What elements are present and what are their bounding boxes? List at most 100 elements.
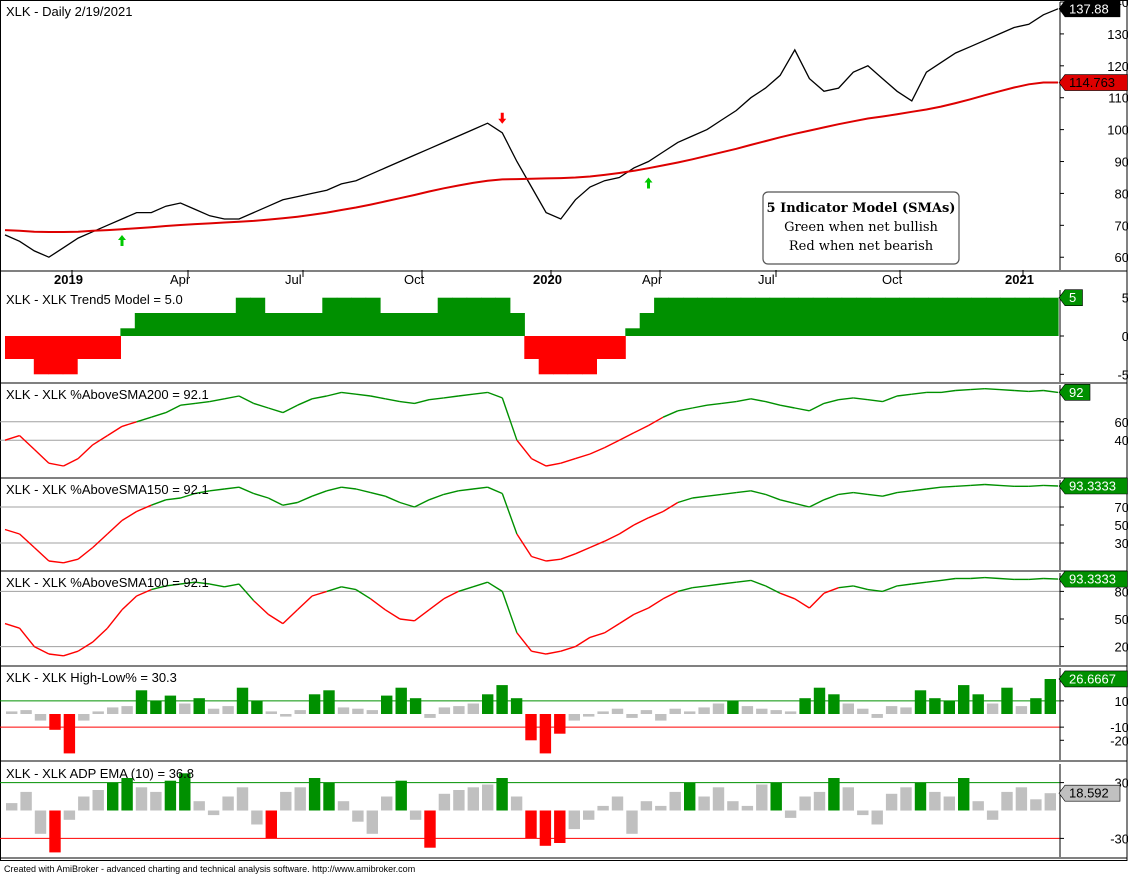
indicator-bar — [150, 791, 162, 811]
price-line — [4, 8, 1059, 258]
indicator-segment — [1043, 389, 1059, 394]
pane-title: XLK - XLK Trend5 Model = 5.0 — [6, 292, 183, 307]
indicator-bar — [395, 687, 407, 714]
indicator-segment — [384, 609, 401, 620]
trend-bar — [798, 297, 814, 336]
indicator-segment — [341, 486, 357, 490]
indicator-bar — [871, 810, 883, 825]
last-price-badge-bg — [1058, 0, 1121, 18]
indicator-segment — [970, 388, 985, 391]
trend-bar — [639, 313, 655, 336]
indicator-segment — [662, 410, 679, 418]
indicator-bar — [770, 782, 782, 811]
indicator-bar — [611, 708, 624, 714]
y-tick-label: 80 — [1115, 584, 1128, 599]
indicator-bar — [20, 791, 32, 811]
y-tick-label: 20 — [1115, 640, 1128, 655]
indicator-segment — [516, 439, 533, 460]
indicator-segment — [516, 632, 533, 652]
trend-bar — [668, 297, 684, 336]
x-tick-label: 2021 — [1005, 272, 1034, 287]
indicator-bar — [770, 710, 782, 714]
indicator-segment — [589, 446, 605, 455]
indicator-segment — [282, 609, 298, 625]
indicator-bar — [597, 805, 609, 811]
indicator-segment — [341, 391, 357, 395]
indicator-bar — [222, 796, 234, 811]
indicator-segment — [765, 400, 781, 406]
indicator-segment — [429, 397, 444, 401]
pane-4: 80 50 20 XLK - XLK %AboveSMA100 = 92.1 — [0, 575, 1128, 657]
indicator-bar — [799, 698, 811, 714]
indicator-segment — [692, 404, 708, 409]
indicator-segment — [853, 585, 869, 591]
indicator-segment — [750, 398, 766, 403]
indicator-segment — [77, 641, 94, 652]
indicator-segment — [897, 583, 912, 587]
trend-bar — [163, 313, 179, 336]
indicator-segment — [648, 416, 664, 427]
trend-bar — [740, 297, 756, 336]
indicator-bar — [164, 695, 177, 714]
indicator-segment — [721, 400, 737, 405]
last-price-badge: 137.88 — [1069, 1, 1109, 16]
indicator-segment — [385, 495, 401, 504]
indicator-bar — [366, 710, 378, 714]
indicator-segment — [4, 528, 20, 535]
trend-bar — [178, 313, 194, 336]
indicator-bar — [871, 714, 883, 718]
sma200-line — [4, 81, 1058, 233]
indicator-segment — [853, 491, 868, 496]
indicator-bar — [784, 711, 797, 714]
trend-bar — [1029, 297, 1045, 336]
annotation-line: 5 Indicator Model (SMAs) — [767, 201, 956, 216]
indicator-bar — [669, 708, 681, 714]
trend-bar — [856, 297, 872, 336]
indicator-segment — [823, 493, 839, 501]
indicator-segment — [838, 585, 854, 589]
indicator-bar — [6, 803, 18, 811]
indicator-segment — [750, 579, 766, 587]
indicator-bar — [352, 810, 364, 822]
trend-bar — [452, 297, 468, 336]
indicator-bar — [813, 791, 826, 811]
indicator-segment — [224, 486, 240, 490]
indicator-bar — [150, 700, 162, 714]
indicator-bar — [135, 690, 148, 714]
indicator-segment — [575, 546, 591, 555]
indicator-segment — [311, 395, 327, 400]
indicator-segment — [399, 501, 415, 508]
footer-credit: Created with AmiBroker - advanced charti… — [4, 864, 415, 874]
last-value-badge: 26.6667 — [1069, 671, 1116, 686]
indicator-bar — [78, 796, 90, 811]
indicator-segment — [984, 483, 1000, 487]
indicator-bar — [568, 810, 580, 830]
indicator-segment — [677, 497, 693, 504]
indicator-segment — [736, 398, 752, 403]
trend-bar — [610, 336, 626, 359]
indicator-bar — [265, 711, 277, 714]
indicator-bar — [857, 810, 869, 816]
indicator-segment — [33, 448, 50, 464]
trend-bar — [221, 313, 237, 336]
y-tick-label: -30 — [1110, 831, 1128, 846]
indicator-segment — [195, 400, 210, 405]
indicator-segment — [618, 524, 635, 535]
indicator-bar — [366, 810, 378, 834]
indicator-segment — [121, 510, 137, 522]
indicator-segment — [151, 411, 167, 418]
trend-bar — [120, 328, 136, 336]
indicator-bar — [308, 778, 321, 811]
indicator-segment — [311, 490, 328, 497]
indicator-bar — [626, 810, 638, 834]
indicator-segment — [501, 493, 518, 535]
indicator-bar — [799, 796, 811, 811]
indicator-bar — [222, 706, 234, 714]
y-tick-label: -20 — [1110, 733, 1128, 748]
last-value-badge: 93.3333 — [1069, 479, 1116, 494]
indicator-segment — [48, 653, 64, 657]
indicator-segment — [765, 493, 781, 501]
trend-bar — [235, 297, 251, 336]
indicator-bar — [1015, 706, 1028, 714]
trend-bar — [192, 313, 208, 336]
